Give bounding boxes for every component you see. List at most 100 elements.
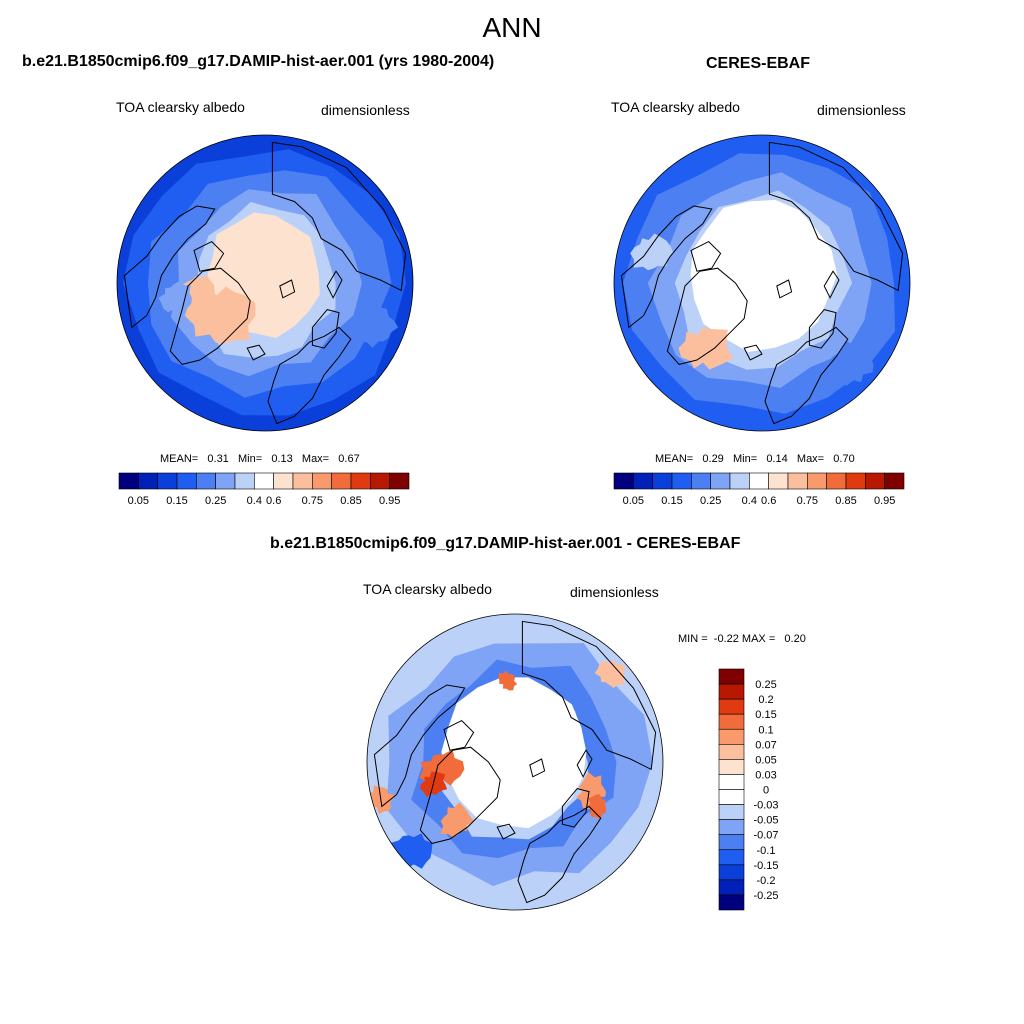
model-variable-label: TOA clearsky albedo [116, 99, 245, 115]
diff-colorbar-swatch [718, 698, 745, 715]
diff-map-coastline-scandinavia [561, 788, 590, 828]
model-map-field-patch-3 [358, 307, 399, 348]
model-colorbar-swatch [292, 472, 313, 490]
obs-max-value: 0.70 [833, 453, 855, 465]
diff-colorbar-swatch [718, 774, 745, 790]
model-map-coastline-greenland [169, 267, 251, 365]
model-colorbar-swatch [215, 472, 236, 490]
diff-colorbar-swatch [718, 834, 745, 851]
obs-units-label: dimensionless [817, 102, 906, 118]
model-map-coastline-novaya [326, 270, 343, 299]
diff-colorbar-swatch [718, 683, 745, 700]
figure-title: ANN [482, 12, 542, 43]
diff-map-coastline-iceland [496, 823, 516, 840]
model-max-label: Max= [301, 453, 330, 465]
obs-map-field-band-3 [690, 199, 838, 352]
model-colorbar-swatch [196, 472, 216, 490]
diff-max-label: MAX = [741, 633, 776, 645]
model-colorbar-tick-label: 0.15 [166, 495, 187, 507]
diff-units-label: dimensionless [570, 584, 659, 600]
model-colorbar-tick-label: 0.85 [340, 495, 361, 507]
diff-colorbar-swatch [718, 894, 745, 911]
diff-colorbar-tick-label: 0 [763, 785, 769, 797]
model-colorbar-swatch [157, 472, 178, 490]
diff-colorbar-tick-label: -0.2 [757, 875, 776, 887]
model-colorbar-swatch [312, 472, 332, 490]
model-map-coastline-europe [267, 326, 352, 425]
diff-colorbar-swatch [718, 864, 745, 881]
model-map-coastline-siberia [271, 141, 407, 292]
model-colorbar-tick-label: 0.75 [302, 495, 323, 507]
diff-colorbar-swatch [718, 744, 745, 760]
obs-min-value: 0.14 [766, 453, 788, 465]
model-colorbar-tick-label: 0.25 [205, 495, 226, 507]
obs-polar-map [613, 134, 911, 432]
model-max-value: 0.67 [338, 453, 360, 465]
model-map-coastline-archipelago [193, 240, 225, 272]
obs-colorbar-tick-label: 0.75 [797, 495, 818, 507]
obs-map-field-patch-2 [826, 341, 874, 386]
model-polar-map [116, 134, 414, 432]
obs-map-coastline-novaya [823, 270, 840, 299]
diff-colorbar-swatch [718, 879, 745, 896]
model-colorbar-tick-label: 0.6 [266, 495, 281, 507]
obs-map-coastline-europe [764, 326, 849, 425]
obs-min-label: Min= [732, 453, 758, 465]
diff-max-value: 0.20 [784, 633, 806, 645]
obs-colorbar-swatch [865, 472, 885, 490]
diff-colorbar-tick-label: 0.05 [755, 754, 776, 766]
model-colorbar-swatch [254, 472, 274, 490]
diff-map-coastline-archipelago [443, 719, 475, 751]
diff-map-field-band-3 [441, 677, 587, 829]
model-colorbar-swatch [350, 472, 371, 490]
diff-colorbar-tick-label: 0.07 [755, 739, 776, 751]
model-colorbar-swatch [176, 472, 197, 490]
obs-colorbar-swatch [826, 472, 847, 490]
model-colorbar-swatch [273, 472, 294, 490]
diff-colorbar-tick-label: -0.05 [753, 815, 778, 827]
model-colorbar-swatch [234, 472, 255, 490]
model-mean-value: 0.31 [207, 453, 229, 465]
obs-colorbar-swatch [807, 472, 827, 490]
diff-colorbar-swatch [718, 728, 745, 745]
model-colorbar-swatch [331, 472, 352, 490]
model-colorbar-tick-label: 0.95 [379, 495, 400, 507]
diff-colorbar-tick-label: 0.03 [755, 769, 776, 781]
obs-map-coastline-scandinavia [808, 309, 837, 349]
model-stats: MEAN= 0.31 Min= 0.13 Max= 0.67 [160, 453, 360, 465]
obs-colorbar-swatch [652, 472, 673, 490]
diff-colorbar-tick-label: 0.15 [755, 709, 776, 721]
diff-map-coastline-svalbard [529, 758, 546, 778]
obs-colorbar-swatch [710, 472, 731, 490]
obs-variable-label: TOA clearsky albedo [611, 99, 740, 115]
obs-colorbar-tick-label: 0.05 [623, 495, 644, 507]
diff-colorbar-swatch [718, 668, 745, 685]
obs-colorbar-tick-label: 0.6 [761, 495, 776, 507]
diff-colorbar-swatch [718, 759, 745, 775]
obs-map-coastline-svalbard [776, 279, 793, 299]
model-colorbar: 0.05 0.15 0.25 0.4 0.6 0.75 0.85 0.95 [118, 472, 410, 507]
obs-map-coastline-archipelago [690, 240, 722, 272]
diff-colorbar-tick-label: -0.1 [757, 845, 776, 857]
diff-map-field-patch-5 [368, 785, 394, 814]
model-colorbar-swatch [389, 472, 410, 490]
model-mean-label: MEAN= [160, 453, 199, 465]
model-map-coastline-iceland [246, 344, 266, 361]
obs-colorbar-swatch [768, 472, 789, 490]
obs-colorbar-swatch [633, 472, 653, 490]
model-colorbar-tick-label: 0.4 [247, 495, 262, 507]
diff-map-border [366, 613, 664, 911]
obs-colorbar-swatch [613, 472, 634, 490]
model-colorbar-swatch [118, 472, 139, 490]
obs-max-label: Max= [796, 453, 825, 465]
diff-map-field-patch-4 [587, 794, 606, 820]
obs-colorbar-swatch [845, 472, 866, 490]
obs-colorbar-swatch [749, 472, 769, 490]
diff-map-coastline-greenland [419, 746, 501, 844]
model-colorbar-swatch [138, 472, 158, 490]
obs-colorbar: 0.05 0.15 0.25 0.4 0.6 0.75 0.85 0.95 [613, 472, 905, 507]
obs-stats: MEAN= 0.29 Min= 0.14 Max= 0.70 [655, 453, 855, 465]
obs-colorbar-swatch [671, 472, 692, 490]
obs-colorbar-swatch [884, 472, 905, 490]
